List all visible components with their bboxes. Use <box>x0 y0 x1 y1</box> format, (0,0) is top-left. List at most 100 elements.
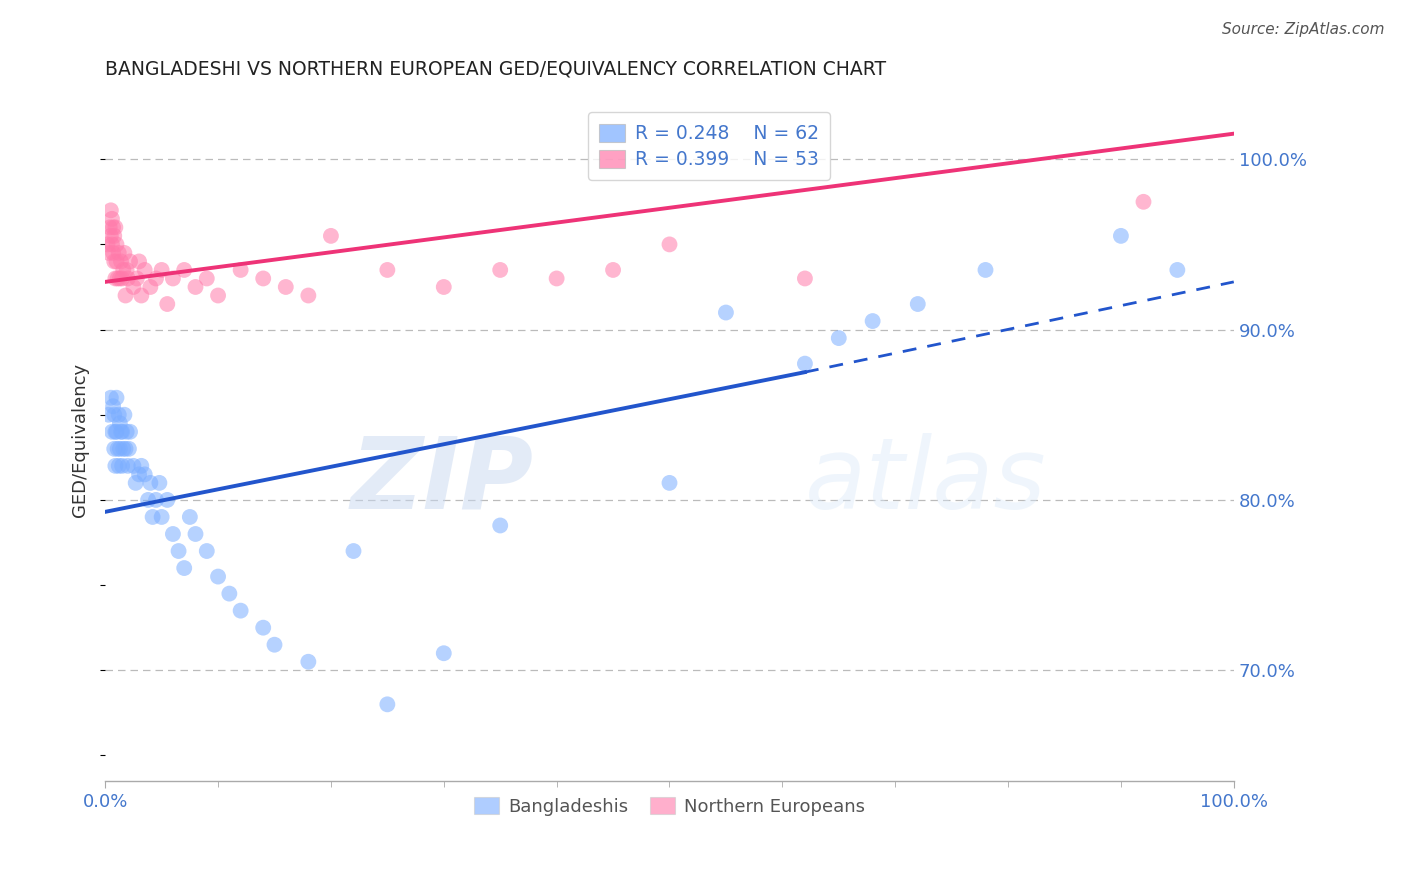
Point <box>104 271 127 285</box>
Point <box>122 280 145 294</box>
Point <box>112 408 135 422</box>
Point <box>98 220 121 235</box>
Point <box>602 263 624 277</box>
Point <box>112 263 135 277</box>
Point <box>103 408 125 422</box>
Point <box>107 246 129 260</box>
Point <box>1109 228 1132 243</box>
Point <box>118 254 141 268</box>
Point <box>111 425 134 439</box>
Point <box>103 254 125 268</box>
Point <box>658 237 681 252</box>
Point <box>658 475 681 490</box>
Point <box>148 475 170 490</box>
Point <box>252 621 274 635</box>
Point <box>101 399 124 413</box>
Point <box>546 271 568 285</box>
Point <box>125 475 148 490</box>
Point <box>218 586 240 600</box>
Point <box>319 228 342 243</box>
Point <box>111 458 134 473</box>
Point <box>907 297 929 311</box>
Point <box>100 391 122 405</box>
Point <box>167 544 190 558</box>
Point <box>105 391 128 405</box>
Text: atlas: atlas <box>804 433 1046 530</box>
Y-axis label: GED/Equivalency: GED/Equivalency <box>72 363 89 517</box>
Point <box>342 544 364 558</box>
Legend: Bangladeshis, Northern Europeans: Bangladeshis, Northern Europeans <box>467 789 872 823</box>
Point <box>173 561 195 575</box>
Point <box>131 288 153 302</box>
Point <box>101 425 124 439</box>
Point <box>862 314 884 328</box>
Point <box>156 492 179 507</box>
Point <box>114 288 136 302</box>
Point <box>101 237 124 252</box>
Point <box>145 492 167 507</box>
Point <box>128 254 150 268</box>
Point <box>297 655 319 669</box>
Point <box>112 246 135 260</box>
Point <box>150 263 173 277</box>
Text: ZIP: ZIP <box>352 433 534 530</box>
Point <box>128 467 150 482</box>
Point <box>297 288 319 302</box>
Point <box>101 220 124 235</box>
Point <box>139 280 162 294</box>
Point <box>108 417 131 431</box>
Point <box>107 458 129 473</box>
Point <box>195 544 218 558</box>
Point <box>125 271 148 285</box>
Point <box>108 271 131 285</box>
Point <box>433 280 456 294</box>
Text: Source: ZipAtlas.com: Source: ZipAtlas.com <box>1222 22 1385 37</box>
Point <box>162 271 184 285</box>
Point <box>1166 263 1188 277</box>
Point <box>173 263 195 277</box>
Point <box>252 271 274 285</box>
Point <box>112 442 135 456</box>
Point <box>97 408 120 422</box>
Point <box>103 442 125 456</box>
Point <box>150 510 173 524</box>
Point <box>134 263 156 277</box>
Point <box>433 646 456 660</box>
Point <box>489 263 512 277</box>
Point <box>105 237 128 252</box>
Point <box>100 228 122 243</box>
Point <box>139 475 162 490</box>
Point <box>105 254 128 268</box>
Point <box>118 442 141 456</box>
Point <box>110 425 132 439</box>
Point <box>179 510 201 524</box>
Point <box>118 425 141 439</box>
Point <box>142 510 165 524</box>
Point <box>100 203 122 218</box>
Point <box>117 458 139 473</box>
Point <box>107 442 129 456</box>
Point <box>107 271 129 285</box>
Point <box>115 425 138 439</box>
Point <box>162 527 184 541</box>
Point <box>104 458 127 473</box>
Point <box>97 246 120 260</box>
Point <box>156 297 179 311</box>
Point <box>101 211 124 226</box>
Point <box>793 271 815 285</box>
Point <box>489 518 512 533</box>
Point <box>104 220 127 235</box>
Point <box>96 237 118 252</box>
Point <box>974 263 997 277</box>
Point <box>122 458 145 473</box>
Point <box>1132 194 1154 209</box>
Point <box>101 246 124 260</box>
Point <box>114 442 136 456</box>
Point <box>117 271 139 285</box>
Point <box>229 263 252 277</box>
Point <box>131 458 153 473</box>
Point <box>793 357 815 371</box>
Point <box>195 271 218 285</box>
Point <box>274 280 297 294</box>
Point <box>111 271 134 285</box>
